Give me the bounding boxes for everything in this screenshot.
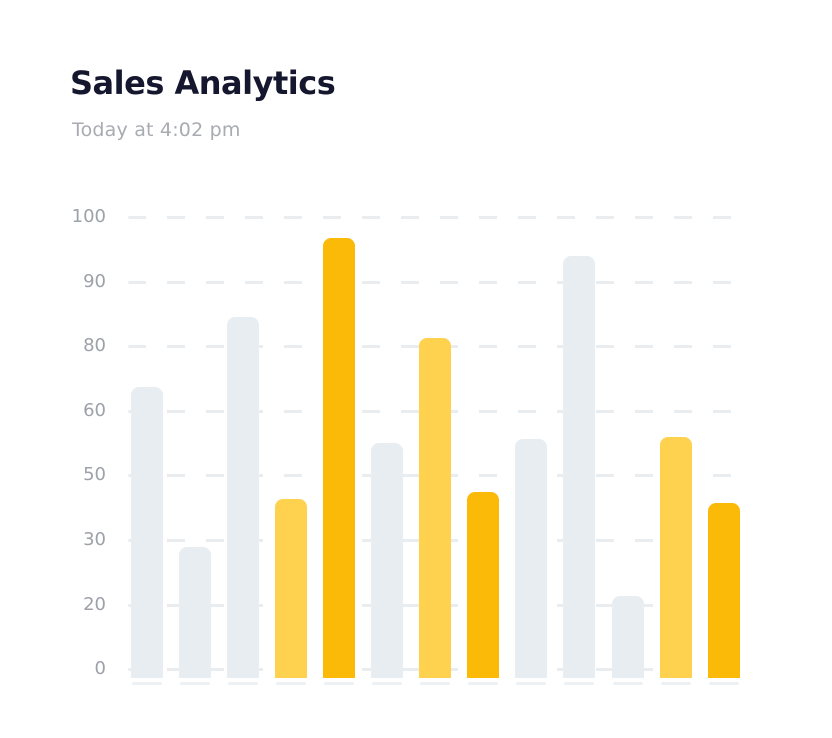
bar-orange <box>708 503 740 678</box>
gridline <box>128 216 750 219</box>
bar-base-tick <box>709 682 739 685</box>
bar-base-tick <box>468 682 498 685</box>
bar-base-tick <box>516 682 546 685</box>
bar-base-tick <box>180 682 210 685</box>
bar-gray <box>515 439 547 678</box>
bar-gray <box>563 256 595 678</box>
y-axis-tick-label: 50 <box>83 464 106 485</box>
bar-gray <box>131 387 163 678</box>
y-axis-tick-label: 20 <box>83 594 106 615</box>
page-subtitle: Today at 4:02 pm <box>72 119 241 141</box>
bar-yellow <box>275 499 307 678</box>
y-axis-tick-label: 80 <box>83 335 106 356</box>
bar-base-tick <box>228 682 258 685</box>
bar-base-tick <box>372 682 402 685</box>
bar-gray <box>179 547 211 678</box>
bar-orange <box>323 238 355 678</box>
gridline <box>128 281 750 284</box>
bar-base-tick <box>613 682 643 685</box>
bar-yellow <box>419 338 451 678</box>
y-axis-tick-label: 0 <box>94 658 106 679</box>
bar-gray <box>227 317 259 678</box>
page-title: Sales Analytics <box>70 64 336 102</box>
bar-base-tick <box>132 682 162 685</box>
bar-yellow <box>660 437 692 678</box>
bar-gray <box>371 443 403 678</box>
bar-base-tick <box>661 682 691 685</box>
bar-base-tick <box>564 682 594 685</box>
bar-base-tick <box>324 682 354 685</box>
bar-gray <box>612 596 644 678</box>
bar-base-tick <box>276 682 306 685</box>
bar-base-tick <box>420 682 450 685</box>
y-axis-tick-label: 60 <box>83 400 106 421</box>
y-axis-tick-label: 30 <box>83 529 106 550</box>
bar-orange <box>467 492 499 678</box>
y-axis-tick-label: 100 <box>71 206 106 227</box>
y-axis-tick-label: 90 <box>83 271 106 292</box>
